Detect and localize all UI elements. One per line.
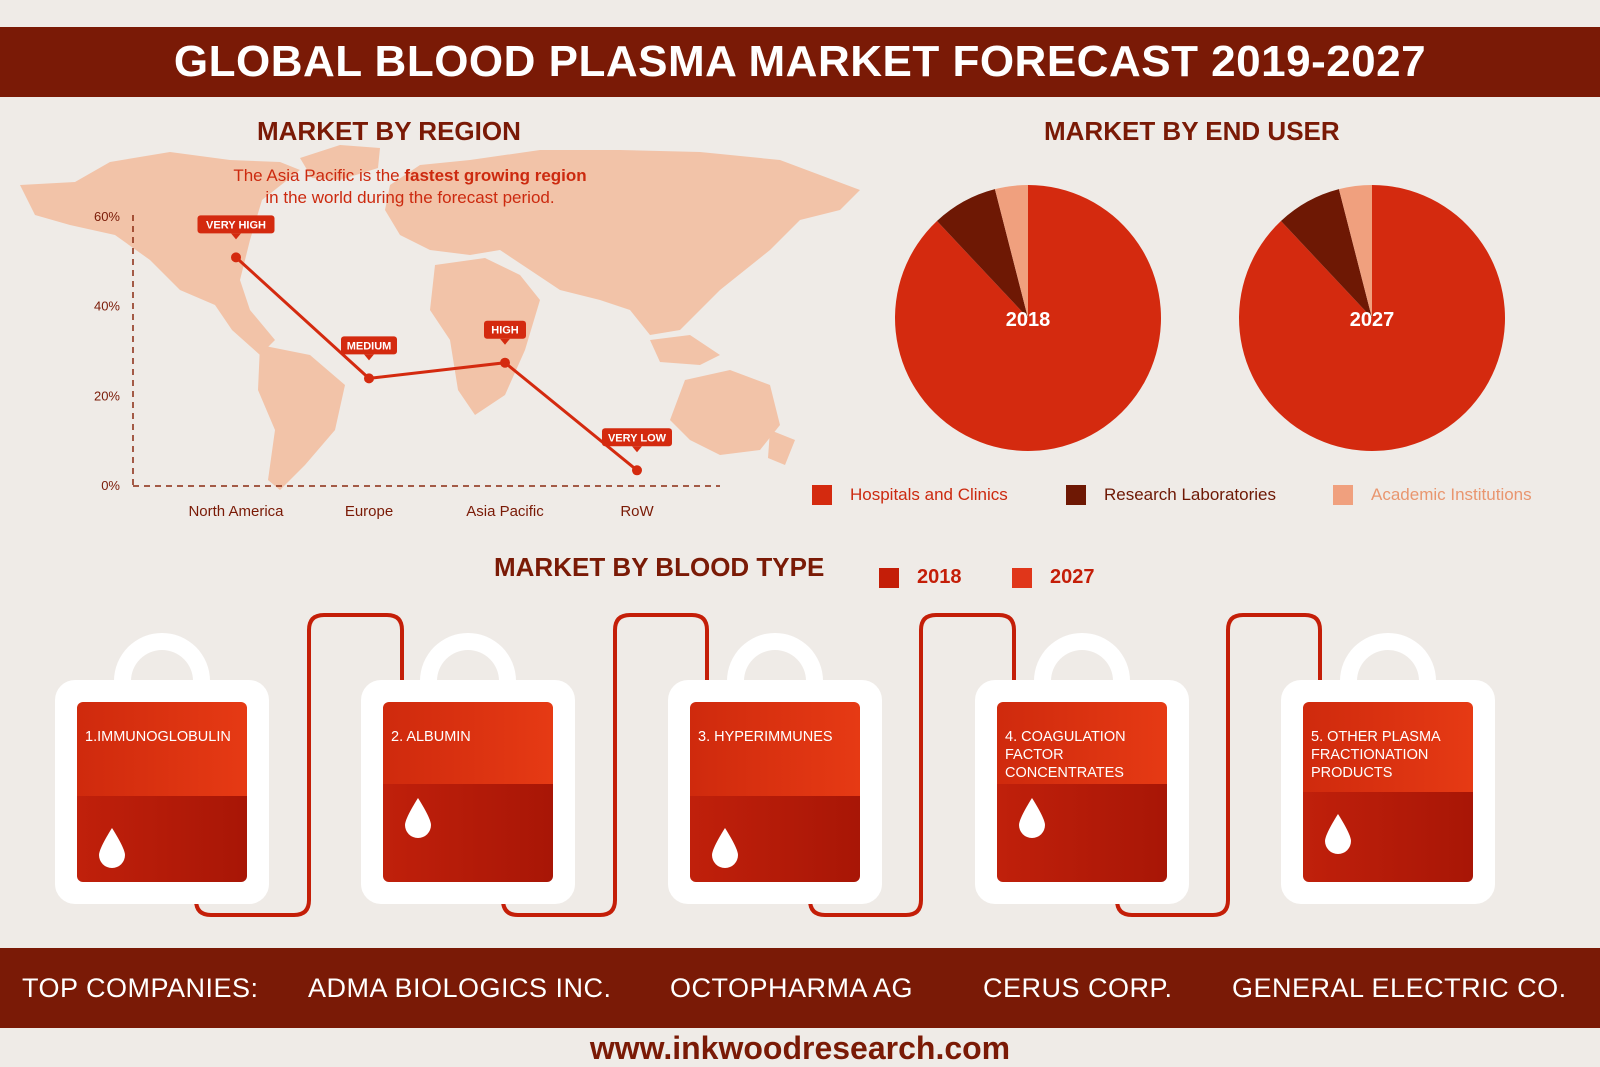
- region-series-line: [234, 256, 638, 472]
- region-data-point: [231, 252, 241, 263]
- bag-inner-5: 5. OTHER PLASMA FRACTIONATION PRODUCTS: [1303, 702, 1473, 882]
- bag-bottom-3: [690, 796, 860, 882]
- legend-swatch-academic: [1333, 485, 1353, 505]
- bag-top-1: [77, 702, 247, 796]
- point-label: MEDIUM: [347, 340, 392, 352]
- bag-top-5: [1303, 702, 1473, 792]
- point-label-badge: [484, 320, 526, 339]
- pie-title: 2018: [1006, 309, 1051, 331]
- region-subtitle-post: in the world during the forecast period.: [265, 188, 555, 207]
- y-tick-label: 40%: [94, 299, 120, 314]
- point-label-badge: [602, 428, 672, 447]
- y-tick-label: 60%: [94, 209, 120, 224]
- region-chart: 0% 20% 40% 60% North America Europe Asia Pacif…: [20, 145, 860, 520]
- bag-coagulation: 4. COAGULATION FACTOR CONCENTRATES: [975, 680, 1189, 904]
- end-user-legend-hospitals: Hospitals and Clinics: [812, 485, 1008, 505]
- bag-immunoglobulin: 1.IMMUNOGLOBULIN: [55, 680, 269, 904]
- bag-other-plasma: 5. OTHER PLASMA FRACTIONATION PRODUCTS: [1281, 680, 1495, 904]
- point-label-badge: [197, 215, 275, 234]
- region-subtitle-pre: The Asia Pacific is the: [233, 166, 405, 185]
- point-label: VERY LOW: [608, 432, 667, 444]
- blood-type-title: MARKET BY BLOOD TYPE: [494, 552, 825, 582]
- pie-slice: [1338, 185, 1372, 318]
- pie-2018-wrap: 2018: [893, 183, 1163, 458]
- legend-swatch-hospitals: [812, 485, 832, 505]
- pie-slice: [994, 185, 1028, 318]
- bag-label-2: 2. ALBUMIN: [391, 729, 471, 745]
- legend-swatch-2027: [1012, 567, 1032, 588]
- bag-albumin: 2. ALBUMIN: [361, 680, 575, 904]
- bag-inner-2: 2. ALBUMIN: [383, 702, 553, 882]
- blood-drop-icon: [712, 828, 738, 868]
- x-tick-label: RoW: [620, 503, 654, 520]
- company-octopharma: OCTOPHARMA AG: [670, 973, 914, 1003]
- point-label-pointer: [632, 446, 642, 453]
- point-label-pointer: [231, 233, 241, 240]
- region-data-point: [500, 357, 510, 368]
- region-subtitle: The Asia Pacific is the fastest growing …: [190, 165, 630, 209]
- bag-top-4: [997, 702, 1167, 784]
- legend-swatch-research: [1066, 485, 1086, 505]
- website-url[interactable]: www.inkwoodresearch.com: [589, 1030, 1011, 1066]
- bag-label-1: 1.IMMUNOGLOBULIN: [85, 729, 231, 745]
- bag-top-3: [690, 702, 860, 796]
- legend-swatch-2018: [879, 567, 899, 588]
- legend-label-research: Research Laboratories: [1104, 485, 1276, 504]
- y-tick-label: 20%: [94, 388, 120, 403]
- pie-title: 2027: [1350, 309, 1395, 331]
- blood-type-legend-2018: 2018: [879, 566, 962, 589]
- point-label-pointer: [364, 354, 374, 361]
- region-title: MARKET BY REGION: [257, 116, 521, 146]
- x-tick-label: Europe: [345, 503, 393, 520]
- legend-label-2027: 2027: [1050, 566, 1095, 588]
- blood-type-legend-2027: 2027: [1012, 566, 1095, 589]
- bag-inner-3: 3. HYPERIMMUNES: [690, 702, 860, 882]
- company-cerus: CERUS CORP.: [983, 973, 1173, 1003]
- bag-tubes: [194, 613, 1322, 917]
- pie-slice: [936, 189, 1028, 318]
- bag-top-2: [383, 702, 553, 784]
- point-label-badge: [341, 336, 397, 355]
- pie-slice: [1280, 189, 1372, 318]
- blood-drop-icon: [1325, 814, 1351, 854]
- bag-label-3: 3. HYPERIMMUNES: [698, 729, 833, 745]
- bag-bottom-1: [77, 796, 247, 882]
- region-subtitle-bold: fastest growing region: [404, 166, 587, 185]
- pie-chart-2018: 2018: [895, 185, 1161, 451]
- legend-label-2018: 2018: [917, 566, 962, 588]
- top-companies-label: TOP COMPANIES:: [22, 973, 259, 1003]
- point-label-pointer: [500, 338, 510, 345]
- blood-drop-icon: [405, 798, 431, 838]
- end-user-legend-research: Research Laboratories: [1066, 485, 1276, 505]
- region-data-point: [632, 465, 642, 476]
- page-title: GLOBAL BLOOD PLASMA MARKET FORECAST 2019…: [0, 27, 1600, 97]
- company-ge: GENERAL ELECTRIC CO.: [1232, 973, 1567, 1003]
- bag-label-5: 5. OTHER PLASMA FRACTIONATION PRODUCTS: [1311, 729, 1440, 781]
- company-adma: ADMA BIOLOGICS INC.: [308, 973, 612, 1003]
- blood-drop-icon: [1019, 798, 1045, 838]
- bag-inner-1: 1.IMMUNOGLOBULIN: [77, 702, 247, 882]
- bag-inner-4: 4. COAGULATION FACTOR CONCENTRATES: [997, 702, 1167, 882]
- bag-hyperimmunes: 3. HYPERIMMUNES: [668, 680, 882, 904]
- legend-label-hospitals: Hospitals and Clinics: [850, 485, 1008, 504]
- y-tick-label: 0%: [101, 478, 120, 493]
- legend-label-academic: Academic Institutions: [1371, 485, 1532, 504]
- pie-2027-wrap: 2027: [1237, 183, 1507, 458]
- top-companies-bar: TOP COMPANIES: ADMA BIOLOGICS INC. OCTOP…: [0, 948, 1600, 1028]
- point-label: HIGH: [491, 325, 519, 337]
- blood-drop-icon: [99, 828, 125, 868]
- end-user-title: MARKET BY END USER: [1044, 116, 1340, 146]
- end-user-legend-academic: Academic Institutions: [1333, 485, 1532, 505]
- region-data-point: [364, 373, 374, 384]
- point-label: VERY HIGH: [206, 219, 266, 231]
- x-tick-label: Asia Pacific: [466, 503, 544, 520]
- x-tick-label: North America: [188, 503, 284, 520]
- bag-label-4: 4. COAGULATION FACTOR CONCENTRATES: [1005, 729, 1126, 781]
- pie-chart-2027: 2027: [1239, 185, 1505, 451]
